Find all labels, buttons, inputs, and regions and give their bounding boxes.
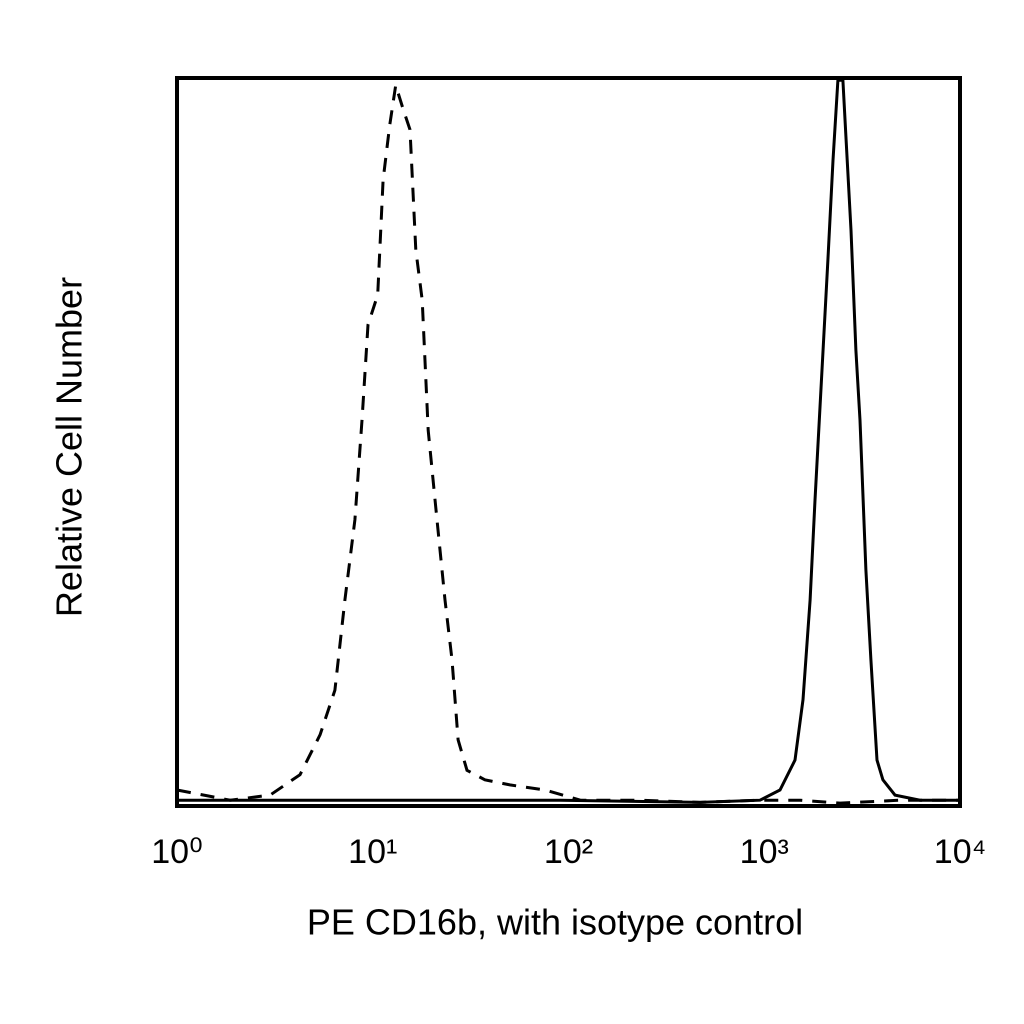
x-tick-label: 10³ — [740, 833, 789, 871]
x-tick-label: 10¹ — [348, 833, 397, 871]
histogram-line — [177, 78, 960, 804]
x-tick-label: 10⁴ — [934, 833, 986, 871]
y-axis-title: Relative Cell Number — [49, 277, 90, 617]
x-tick-label: 10² — [544, 833, 593, 871]
x-axis-title: PE CD16b, with isotype control — [307, 902, 803, 943]
x-tick-label: 10⁰ — [151, 833, 202, 871]
histogram-line — [176, 84, 960, 805]
plot-frame — [175, 76, 962, 808]
